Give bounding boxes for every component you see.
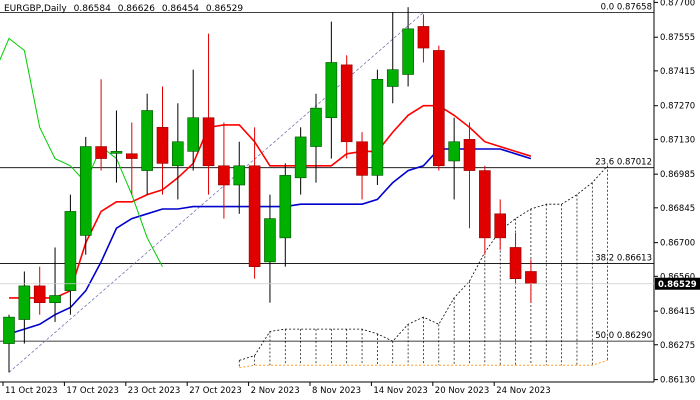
bullish-candle: [264, 218, 276, 263]
candlesticks: [3, 7, 537, 373]
cloud-lower-boundary: [239, 360, 608, 368]
bearish-candle: [340, 64, 353, 143]
close-value: 0.86529: [205, 4, 244, 14]
bearish-candle: [95, 146, 107, 159]
bullish-candle: [18, 285, 31, 320]
fib-level-label: 50.0 0.86290: [595, 331, 652, 341]
fib-level-label: 38.2 0.86613: [595, 254, 652, 264]
bearish-candle: [126, 153, 138, 159]
bullish-candle: [448, 141, 460, 162]
price-tick-label: 0.87555: [660, 33, 695, 43]
bearish-candle: [248, 165, 261, 267]
high-value: 0.86626: [117, 4, 155, 14]
fib-level-label: 0.0 0.87658: [601, 2, 652, 12]
price-tick-label: 0.87270: [660, 102, 695, 112]
current-price-tag: [655, 277, 700, 290]
bearish-candle: [33, 285, 46, 304]
bullish-candle: [141, 110, 153, 171]
price-tick-label: 0.87700: [660, 0, 695, 8]
bearish-candle: [156, 127, 169, 164]
bullish-candle: [233, 165, 246, 186]
bearish-candle: [463, 139, 476, 171]
bullish-candle: [371, 78, 384, 176]
trend-line-segment: [8, 12, 424, 373]
price-tick-label: 0.87415: [660, 67, 695, 77]
time-tick-label: 24 Nov 2023: [496, 386, 550, 396]
price-tick-label: 0.86845: [660, 204, 695, 214]
price-tick-label: 0.86985: [660, 170, 695, 180]
bearish-candle: [202, 117, 215, 167]
time-tick-label: 8 Nov 2023: [312, 386, 361, 396]
bearish-candle: [417, 26, 430, 49]
current-price-label: 0.86529: [658, 280, 697, 290]
bearish-candle: [525, 271, 537, 284]
price-tick-label: 0.86130: [660, 376, 695, 386]
time-tick-label: 27 Oct 2023: [189, 386, 242, 396]
bullish-candle: [402, 28, 414, 75]
bearish-candle: [218, 165, 230, 186]
time-tick-label: 2 Nov 2023: [251, 386, 300, 396]
time-tick-label: 20 Nov 2023: [435, 386, 489, 396]
price-tick-label: 0.86560: [660, 272, 695, 282]
bullish-candle: [64, 211, 77, 292]
bullish-candle: [49, 295, 61, 304]
cloud-upper-boundary: [239, 165, 608, 361]
bullish-candle: [3, 316, 15, 344]
fibonacci-labels: 0.0 0.87658 23.6 0.87012 38.2 0.86613 50.0 …: [595, 2, 652, 341]
fib-level-label: 23.6 0.87012: [595, 158, 652, 168]
trend-line: [8, 12, 424, 373]
chikou-span-line: [0, 37, 163, 267]
time-tick-label: 14 Nov 2023: [373, 386, 427, 396]
chart-info-bar: EURGBP,Daily 0.86584 0.86626 0.86454 0.8…: [4, 4, 247, 14]
price-tick-label: 0.87130: [660, 135, 695, 145]
bullish-candle: [187, 117, 199, 152]
price-tick-label: 0.86700: [660, 239, 695, 249]
open-value: 0.86584: [73, 4, 111, 14]
time-tick-label: 11 Oct 2023: [5, 386, 58, 396]
time-tick-label: 17 Oct 2023: [66, 386, 119, 396]
bullish-candle: [279, 175, 292, 239]
time-tick-label: 23 Oct 2023: [128, 386, 181, 396]
bearish-candle: [479, 170, 491, 239]
bullish-candle: [294, 136, 307, 179]
bearish-candle: [356, 141, 368, 176]
low-value: 0.86454: [161, 4, 200, 14]
fibonacci-levels: [0, 12, 654, 342]
price-tick-label: 0.86275: [660, 341, 695, 351]
bullish-candle: [79, 146, 92, 236]
bullish-candle: [110, 151, 123, 154]
price-tick-label: 0.86415: [660, 307, 695, 317]
bearish-candle: [494, 213, 507, 239]
bearish-candle: [509, 247, 522, 279]
bullish-candle: [172, 141, 184, 167]
symbol-label: EURGBP,Daily: [4, 4, 67, 14]
bullish-candle: [325, 62, 338, 119]
bearish-candle: [432, 50, 445, 167]
ichimoku-cloud: [238, 165, 609, 368]
bullish-candle: [310, 107, 322, 147]
bullish-candle: [386, 69, 399, 87]
